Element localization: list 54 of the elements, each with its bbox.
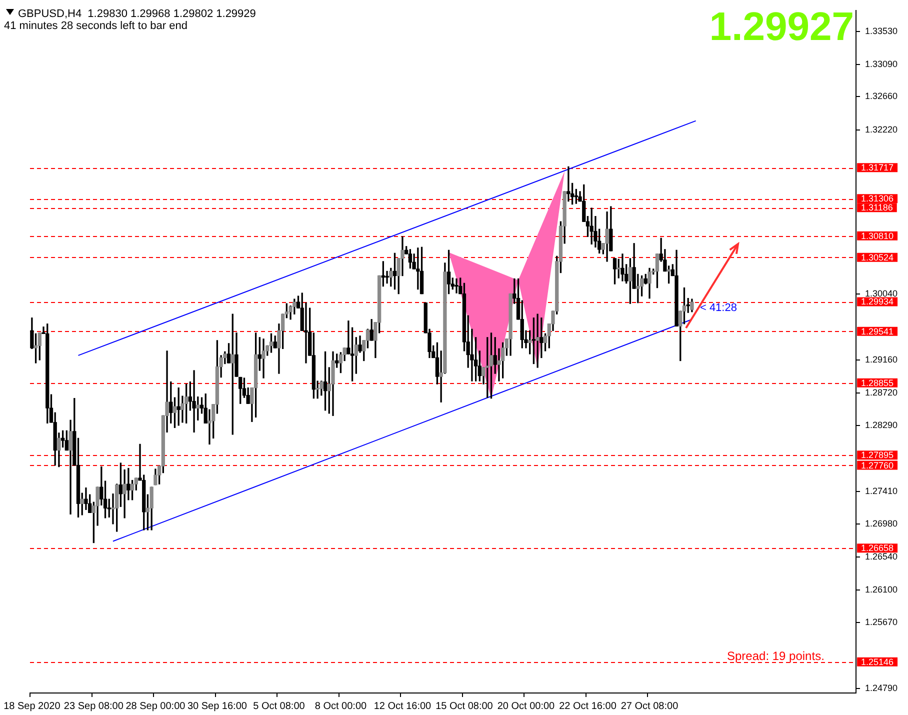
y-tick-label: 1.29160	[865, 354, 898, 364]
y-tick-label: 1.25670	[865, 616, 898, 627]
ref-line-label: 1.26658	[861, 543, 894, 554]
ref-line-label: 1.31186	[861, 202, 893, 213]
candlestick	[84, 488, 88, 510]
y-tick-label: 1.32660	[865, 91, 898, 102]
ref-line-label: 1.28855	[861, 378, 894, 388]
candlestick	[400, 236, 404, 276]
x-tick-label: 15 Oct 08:00	[436, 700, 494, 712]
candlestick	[68, 420, 72, 514]
ref-line-label: 1.27895	[861, 450, 894, 460]
candlestick	[454, 278, 458, 294]
x-tick-label: 22 Oct 16:00	[559, 700, 617, 712]
y-tick-label: 1.26100	[865, 584, 898, 595]
ref-line-label: 1.27760	[861, 460, 894, 470]
ref-line-label: 1.29934	[861, 296, 894, 307]
x-tick-label: 8 Oct 00:00	[314, 700, 367, 712]
y-tick-label: 1.33530	[865, 26, 898, 36]
annotation: < 41:28	[700, 302, 737, 314]
annotation: GBPUSD,H4 1.29830 1.29968 1.29802 1.29929	[18, 8, 256, 20]
candlestick	[126, 468, 130, 500]
x-tick-label: 27 Oct 08:00	[620, 700, 679, 712]
x-tick-label: 30 Sep 16:00	[187, 700, 248, 712]
ref-line-label: 1.29541	[861, 326, 894, 336]
ref-line-label: 1.31717	[861, 162, 894, 173]
candlestick	[385, 270, 389, 284]
ref-line-label: 1.31306	[861, 194, 894, 204]
ref-line-label: 1.25146	[861, 656, 894, 667]
y-tick-label: 1.28720	[865, 388, 898, 398]
x-tick-label: 18 Sep 2020	[4, 700, 61, 712]
candlestick	[536, 314, 540, 368]
candlestick	[304, 302, 308, 364]
x-tick-label: 12 Oct 16:00	[374, 700, 432, 712]
y-tick-label: 1.24790	[865, 683, 898, 694]
y-tick-label: 1.32220	[865, 124, 898, 134]
annotation: Spread: 19 points.	[727, 649, 824, 663]
candlestick	[262, 338, 266, 378]
x-tick-label: 28 Sep 00:00	[126, 700, 186, 712]
y-tick-label: 1.33090	[865, 58, 898, 69]
x-tick-label: 20 Oct 00:00	[497, 700, 556, 712]
x-tick-label: 5 Oct 08:00	[253, 700, 306, 712]
y-tick-label: 1.27410	[865, 486, 898, 496]
y-tick-label: 1.26540	[865, 552, 898, 562]
y-tick-label: 1.28290	[865, 420, 898, 430]
y-tick-label: 1.26980	[865, 518, 898, 528]
ref-line-label: 1.30524	[861, 252, 894, 262]
annotation: 1.29927	[709, 5, 854, 49]
y-tick-label: 1.30040	[865, 288, 898, 298]
x-tick-label: 23 Sep 08:00	[64, 700, 124, 712]
annotation: 41 minutes 28 seconds left to bar end	[4, 20, 188, 32]
candlestick	[192, 370, 196, 433]
candlestick	[566, 166, 570, 202]
ref-line-label: 1.30810	[861, 230, 894, 241]
candlestick	[620, 254, 624, 282]
